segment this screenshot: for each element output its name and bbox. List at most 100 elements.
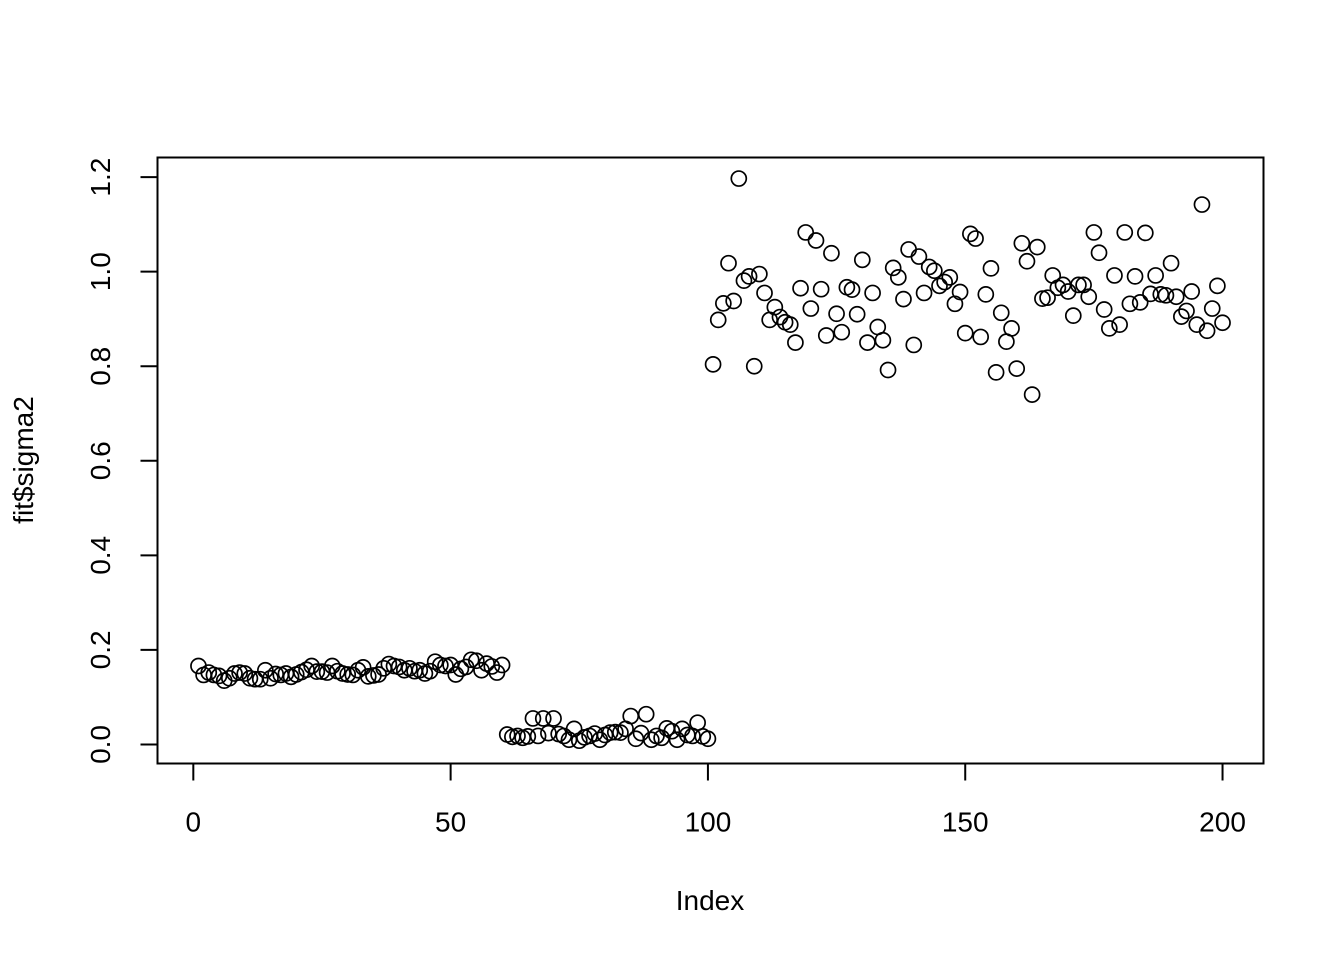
- x-tick-label: 200: [1199, 807, 1246, 838]
- x-axis-label: Index: [676, 885, 745, 916]
- data-point: [823, 244, 840, 262]
- data-point: [956, 324, 974, 342]
- data-point: [905, 336, 923, 354]
- data-point: [483, 658, 501, 675]
- data-point: [730, 170, 748, 187]
- data-point: [915, 284, 933, 302]
- data-point: [1173, 308, 1190, 325]
- y-tick-label: 0.0: [85, 725, 116, 764]
- data-point: [545, 710, 562, 727]
- data-point: [715, 295, 732, 312]
- data-point: [992, 304, 1010, 322]
- data-point: [910, 248, 928, 265]
- y-tick-label: 0.8: [85, 347, 116, 386]
- data-point: [1013, 234, 1031, 252]
- data-point: [740, 268, 758, 285]
- data-point: [879, 361, 897, 379]
- data-point: [874, 331, 892, 349]
- data-point: [540, 724, 557, 742]
- data-point: [936, 273, 953, 291]
- data-point: [1198, 322, 1216, 340]
- data-point: [220, 669, 238, 687]
- data-point: [1162, 254, 1180, 272]
- data-point: [802, 300, 820, 317]
- data-point: [1100, 320, 1118, 337]
- data-point: [1157, 286, 1175, 304]
- data-point: [967, 230, 984, 247]
- data-point: [781, 316, 799, 333]
- data-point: [257, 661, 274, 679]
- data-point: [390, 658, 408, 676]
- data-point: [745, 357, 763, 375]
- y-tick-label: 1.2: [85, 158, 116, 197]
- x-tick-label: 100: [685, 807, 732, 838]
- data-point: [1090, 244, 1108, 262]
- data-point: [1147, 267, 1164, 284]
- data-point: [426, 653, 444, 671]
- data-point: [612, 724, 629, 741]
- data-point: [1070, 276, 1087, 294]
- data-point: [663, 722, 681, 740]
- data-point: [797, 224, 815, 241]
- data-point: [1209, 277, 1226, 295]
- data-point: [236, 665, 254, 682]
- data-point: [951, 283, 969, 301]
- data-point: [1121, 295, 1139, 313]
- data-point: [1008, 360, 1026, 377]
- data-point: [895, 290, 912, 308]
- data-point: [339, 666, 357, 683]
- data-point: [1203, 300, 1221, 317]
- data-point: [941, 268, 959, 286]
- data-point: [787, 334, 804, 351]
- data-point: [926, 262, 943, 280]
- data-point: [370, 666, 387, 683]
- data-point: [493, 656, 511, 674]
- data-point: [1039, 289, 1056, 307]
- data-point: [889, 268, 907, 286]
- data-point: [751, 265, 768, 283]
- data-point: [843, 281, 861, 298]
- x-axis: 0 50 100 150 200: [186, 762, 1246, 838]
- y-tick-label: 0.6: [85, 441, 116, 480]
- data-point: [1116, 224, 1134, 241]
- data-point: [1023, 386, 1041, 403]
- data-point: [720, 254, 737, 272]
- x-tick-label: 50: [435, 807, 466, 838]
- data-points: [190, 170, 1231, 750]
- data-point: [601, 724, 619, 741]
- data-point: [699, 730, 717, 748]
- data-point: [642, 731, 660, 749]
- data-point: [251, 670, 269, 688]
- data-point: [570, 732, 588, 750]
- data-point: [1111, 316, 1128, 333]
- data-point: [704, 355, 722, 373]
- data-point: [817, 327, 835, 344]
- data-point: [1080, 288, 1098, 306]
- y-axis-label: fit$sigma2: [8, 396, 39, 524]
- data-point: [1193, 196, 1211, 213]
- data-point: [1183, 283, 1201, 300]
- data-point: [792, 279, 809, 297]
- data-point: [354, 659, 372, 676]
- data-point: [1214, 314, 1231, 332]
- data-point: [529, 727, 547, 745]
- y-tick-label: 0.2: [85, 630, 116, 669]
- data-point: [766, 298, 784, 316]
- data-point: [1028, 238, 1046, 256]
- data-point: [1131, 294, 1149, 311]
- data-point: [920, 258, 938, 276]
- y-axis: 0.0 0.2 0.4 0.6 0.8 1.0 1.2: [85, 158, 159, 764]
- data-point: [1095, 301, 1113, 318]
- data-point: [668, 731, 686, 749]
- data-point: [828, 305, 845, 323]
- data-point: [884, 259, 902, 277]
- y-tick-label: 0.4: [85, 536, 116, 575]
- y-tick-label: 1.0: [85, 252, 116, 291]
- data-point: [468, 652, 485, 670]
- data-point: [1003, 320, 1020, 337]
- data-point: [1064, 307, 1082, 324]
- data-point: [833, 323, 851, 341]
- x-tick-label: 150: [942, 807, 989, 838]
- data-point: [534, 710, 552, 727]
